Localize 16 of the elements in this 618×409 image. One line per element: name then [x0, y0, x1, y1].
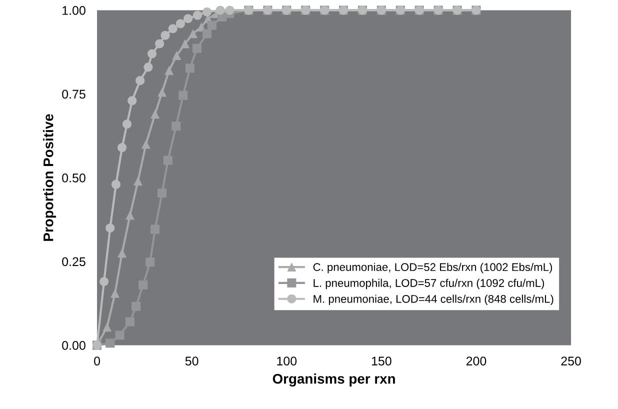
x-tick-label: 250 [561, 356, 581, 366]
y-axis-title: Proportion Positive [43, 114, 56, 241]
y-tick-label: 0.75 [62, 90, 86, 99]
x-tick-label: 50 [185, 356, 198, 366]
y-tick-label: 0.50 [62, 174, 86, 182]
x-tick-label: 100 [277, 356, 297, 366]
legend-label: C. pneumoniae, LOD=52 Ebs/rxn (1002 Ebs/mL) [313, 262, 552, 274]
y-tick-label: 0.00 [62, 340, 86, 350]
legend-label: L. pneumophila, LOD=57 cfu/rxn (1092 cfu/mL) [314, 278, 544, 290]
x-tick-label: 150 [372, 356, 392, 366]
y-tick-label: 1.00 [62, 6, 86, 15]
legend-label: M. pneumoniae, LOD=44 cells/rxn (848 cells/mL) [314, 294, 554, 306]
y-tick-label: 0.25 [62, 257, 86, 266]
x-tick-label: 200 [466, 356, 486, 366]
x-tick-label: 0 [94, 356, 100, 366]
x-axis-title: Organisms per rxn [272, 374, 395, 387]
